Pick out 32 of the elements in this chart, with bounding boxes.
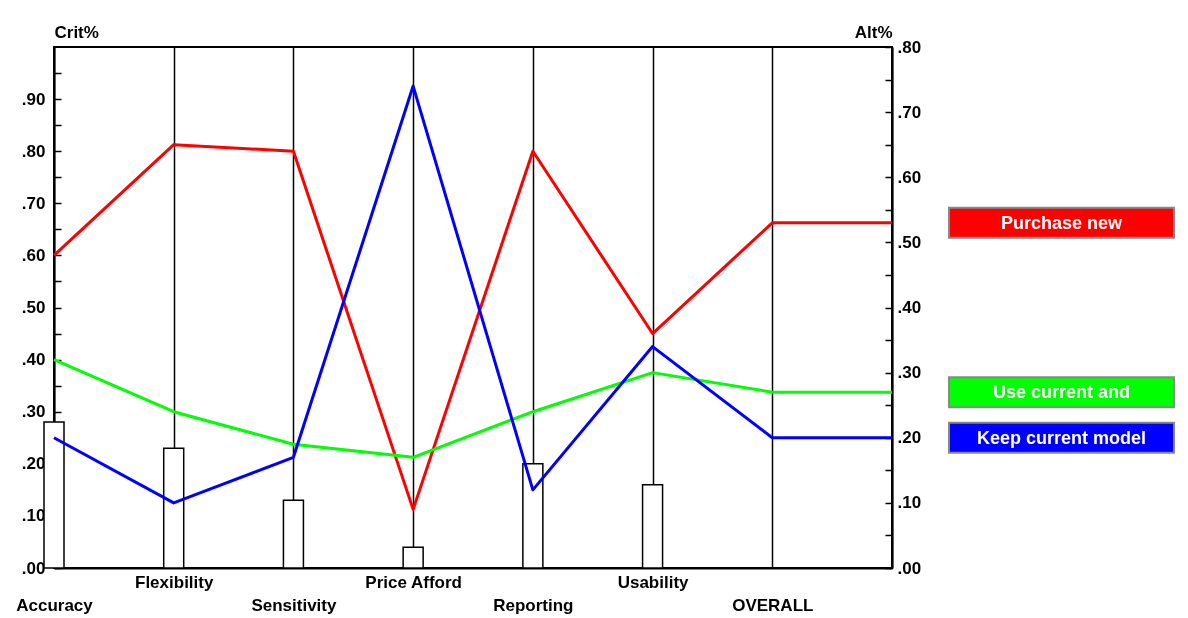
y-tick-label: .60 xyxy=(21,245,46,265)
y2-tick-label: .20 xyxy=(897,428,922,448)
line-series xyxy=(52,84,894,505)
y-tick-label: .00 xyxy=(21,558,46,578)
y-tick-label: .80 xyxy=(21,141,46,161)
x-tick-label: Usability xyxy=(617,572,690,592)
x-tick-label: Price Afford xyxy=(365,572,462,592)
y2-tick-label: .00 xyxy=(897,558,922,578)
text: Keep current model xyxy=(976,427,1147,448)
y-tick-label: .40 xyxy=(21,350,46,370)
text: Purchase new xyxy=(1000,212,1124,233)
y2-tick-label: .40 xyxy=(897,298,922,317)
line-series xyxy=(52,143,894,511)
x-tick-label: OVERALL xyxy=(732,595,814,615)
x-tick-label: Accuracy xyxy=(16,595,94,615)
y-tick-label: .30 xyxy=(21,402,46,422)
y2-tick-label: .60 xyxy=(897,167,922,187)
x-tick-label: Reporting xyxy=(493,595,574,615)
y2-tick-label: .10 xyxy=(897,493,922,513)
x-tick-label: Sensitivity xyxy=(251,595,337,615)
y2-tick-label: .30 xyxy=(897,363,922,383)
y2-tick-label: .80 xyxy=(897,37,922,57)
text: Use current and xyxy=(992,382,1131,403)
y2-axis-title: Alt% xyxy=(854,22,893,42)
y-tick-label: .70 xyxy=(21,193,46,213)
y-tick-label: .50 xyxy=(21,298,46,317)
line-series xyxy=(52,358,894,459)
y-axis-title: Crit% xyxy=(54,22,99,42)
y2-tick-label: .70 xyxy=(897,102,922,122)
x-tick-label: Flexibility xyxy=(135,572,214,592)
y-tick-label: .90 xyxy=(21,89,46,109)
y2-tick-label: .50 xyxy=(897,232,922,252)
